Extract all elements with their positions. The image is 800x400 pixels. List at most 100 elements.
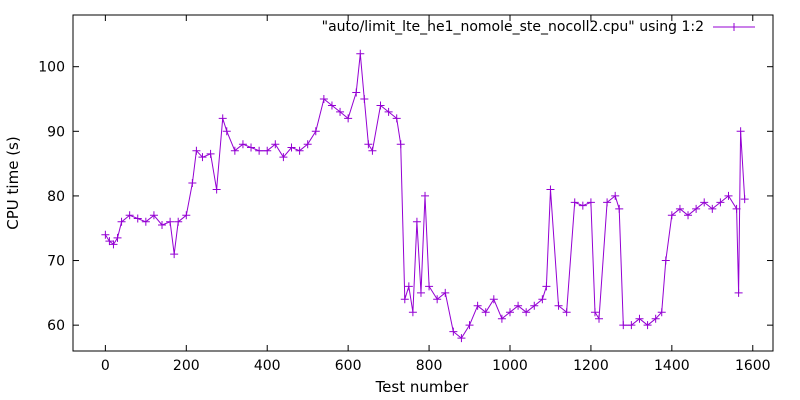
data-point xyxy=(206,149,215,158)
data-point xyxy=(166,217,175,226)
data-point xyxy=(396,140,405,149)
data-point xyxy=(489,295,498,304)
data-point xyxy=(651,314,660,323)
data-point xyxy=(542,282,551,291)
data-point xyxy=(263,146,272,155)
data-point xyxy=(344,114,353,123)
data-point xyxy=(368,146,377,155)
data-point xyxy=(238,140,247,149)
data-point xyxy=(271,140,280,149)
data-point xyxy=(473,301,482,310)
data-point xyxy=(643,321,652,330)
data-point xyxy=(708,204,717,213)
data-point xyxy=(311,127,320,136)
data-point xyxy=(105,237,114,246)
x-axis-label: Test number xyxy=(375,378,470,396)
data-point xyxy=(364,140,373,149)
x-tick-label: 200 xyxy=(173,358,200,374)
data-point xyxy=(590,308,599,317)
data-point xyxy=(255,146,264,155)
data-point xyxy=(392,114,401,123)
data-point xyxy=(412,217,421,226)
data-point xyxy=(198,153,207,162)
y-axis-label: CPU time (s) xyxy=(4,136,22,229)
data-point xyxy=(158,221,167,229)
data-point xyxy=(497,314,506,323)
x-axis-ticks: 0 200 400 600 800 1000 1200 1400 1600 xyxy=(101,15,771,374)
data-point xyxy=(109,240,118,249)
series-layer xyxy=(101,49,749,343)
legend: "auto/limit_lte_he1_nomole_ste_nocoll2.c… xyxy=(322,19,755,35)
data-point xyxy=(734,288,743,297)
data-point xyxy=(716,198,725,207)
data-point xyxy=(279,153,288,162)
data-point xyxy=(740,195,749,204)
data-point xyxy=(684,211,693,220)
data-point xyxy=(404,282,413,291)
x-tick-label: 0 xyxy=(101,358,110,374)
data-point xyxy=(416,288,425,297)
data-point xyxy=(352,88,361,97)
plot-frame xyxy=(72,14,774,352)
data-point xyxy=(230,146,239,155)
data-point xyxy=(627,321,636,330)
data-point xyxy=(218,114,227,123)
data-point xyxy=(505,308,514,317)
data-point xyxy=(635,314,644,323)
x-tick-label: 800 xyxy=(416,358,443,374)
data-point xyxy=(514,301,523,310)
y-tick-label: 80 xyxy=(47,189,65,205)
legend-label: "auto/limit_lte_he1_nomole_ste_nocoll2.c… xyxy=(322,19,704,35)
x-tick-label: 1400 xyxy=(654,358,690,374)
data-point xyxy=(570,198,579,207)
data-point xyxy=(149,211,158,220)
data-point xyxy=(724,191,733,200)
data-point xyxy=(700,198,709,207)
data-point xyxy=(336,107,345,116)
data-point xyxy=(384,107,393,116)
data-point xyxy=(182,211,191,220)
data-point xyxy=(222,127,231,136)
x-tick-label: 1600 xyxy=(735,358,771,374)
data-point xyxy=(578,201,587,210)
legend-marker-sample xyxy=(730,23,738,31)
y-axis-ticks: 60 70 80 90 100 xyxy=(38,60,773,334)
data-point xyxy=(546,185,555,194)
x-tick-label: 400 xyxy=(254,358,281,374)
y-tick-label: 90 xyxy=(47,124,65,140)
y-tick-label: 100 xyxy=(38,60,65,76)
data-point xyxy=(595,314,604,323)
data-point xyxy=(433,295,442,304)
data-point xyxy=(125,211,134,220)
y-tick-label: 60 xyxy=(47,318,65,334)
data-point xyxy=(657,308,666,317)
data-point xyxy=(303,140,312,149)
data-point xyxy=(554,301,563,310)
data-point xyxy=(327,101,336,110)
data-point xyxy=(287,143,296,152)
data-point xyxy=(174,217,183,226)
data-point xyxy=(247,143,256,152)
data-point xyxy=(522,308,531,317)
data-point xyxy=(192,146,201,155)
y-tick-label: 70 xyxy=(47,254,65,270)
data-point xyxy=(376,101,385,110)
data-point xyxy=(113,233,122,242)
data-point xyxy=(736,127,745,136)
data-point xyxy=(117,217,126,226)
data-point xyxy=(603,198,612,207)
data-point xyxy=(425,282,434,291)
data-point xyxy=(457,334,466,343)
data-point xyxy=(141,217,150,226)
data-point xyxy=(101,230,110,239)
x-tick-label: 1000 xyxy=(492,358,528,374)
data-point xyxy=(661,256,670,265)
data-point xyxy=(319,95,328,103)
data-point xyxy=(188,179,197,187)
data-point xyxy=(675,204,684,213)
data-point xyxy=(356,49,365,58)
data-point xyxy=(170,250,179,259)
data-point xyxy=(133,214,142,223)
data-point xyxy=(400,295,409,304)
